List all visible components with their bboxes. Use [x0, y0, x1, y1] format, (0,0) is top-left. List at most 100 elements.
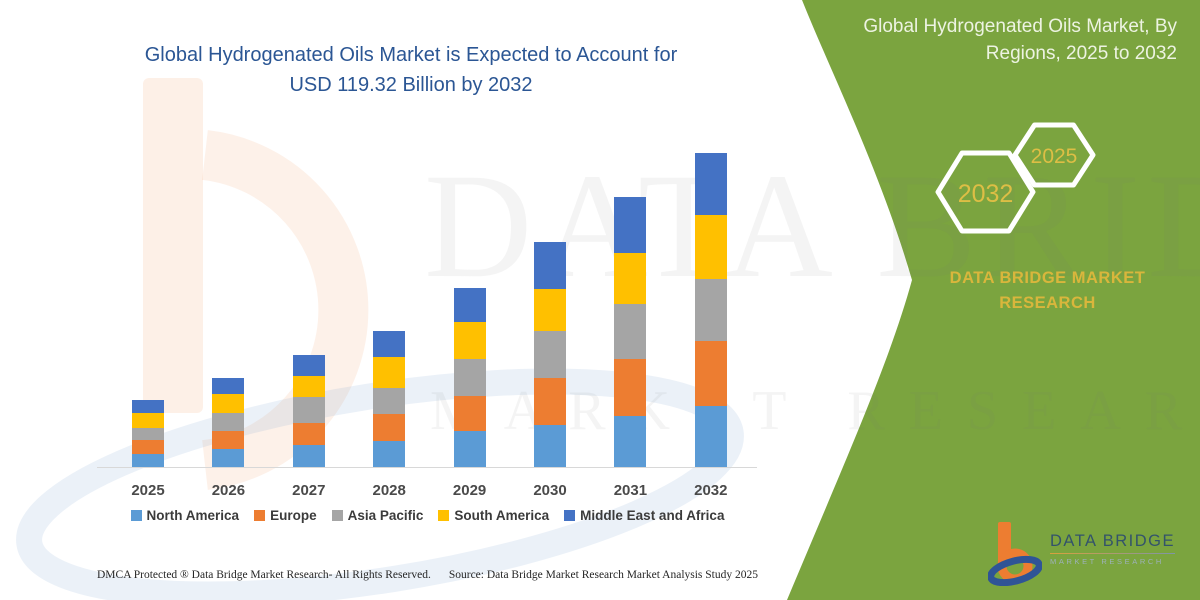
stacked-bar-2032: [694, 152, 727, 467]
side-panel-heading-line1: Global Hydrogenated Oils Market, By: [863, 16, 1177, 37]
legend-item-europe: Europe: [254, 508, 317, 523]
brand-text-line2: RESEARCH: [999, 294, 1096, 312]
bar-segment-north-america-2026: [212, 448, 245, 467]
x-axis-label-2031: 2031: [613, 482, 648, 499]
side-panel-heading-line2: Regions, 2025 to 2032: [985, 43, 1177, 64]
bar-segment-middle-east-and-africa-2032: [694, 152, 727, 216]
legend-item-south-america: South America: [438, 508, 549, 523]
bar-segment-europe-2025: [132, 440, 164, 455]
bar-segment-asia-pacific-2032: [694, 278, 727, 341]
x-axis-label-2025: 2025: [131, 482, 165, 499]
bar-segment-middle-east-and-africa-2030: [534, 241, 566, 290]
x-axis-label-2026: 2026: [211, 482, 246, 499]
bar-segment-south-america-2031: [614, 253, 647, 304]
bar-segment-middle-east-and-africa-2025: [132, 400, 164, 414]
logo-name: DATA BRIDGE: [1050, 532, 1175, 550]
bar-segment-south-america-2027: [292, 375, 325, 398]
green-side-panel: [787, 0, 1200, 600]
x-axis-line: [97, 467, 757, 468]
bar-segment-north-america-2027: [292, 444, 325, 467]
legend-swatch-icon: [564, 510, 576, 521]
x-axis-label-2030: 2030: [533, 482, 567, 499]
legend-swatch-icon: [130, 510, 142, 521]
bar-segment-north-america-2025: [132, 454, 164, 467]
bar-segment-europe-2029: [453, 396, 486, 432]
bar-segment-asia-pacific-2028: [373, 387, 406, 415]
bar-segment-asia-pacific-2030: [534, 331, 566, 378]
bar-segment-south-america-2032: [694, 215, 727, 279]
bar-segment-europe-2028: [373, 414, 406, 442]
logo-text-block: DATA BRIDGE MARKET RESEARCH: [1050, 520, 1175, 566]
chart-title-line1: Global Hydrogenated Oils Market is Expec…: [144, 44, 678, 66]
legend-label: Europe: [270, 508, 317, 523]
bar-segment-north-america-2030: [534, 424, 566, 467]
footer: DMCA Protected ® Data Bridge Market Rese…: [97, 569, 758, 581]
legend-label: Asia Pacific: [347, 508, 424, 523]
legend-item-north-america: North America: [130, 508, 240, 523]
bar-segment-middle-east-and-africa-2031: [614, 196, 647, 254]
footer-dmca-text: DMCA Protected ® Data Bridge Market Rese…: [97, 569, 431, 581]
bar-segment-europe-2030: [534, 377, 566, 425]
bar-segment-north-america-2029: [453, 431, 486, 467]
watermark-b-stem: [143, 78, 203, 413]
bar-segment-north-america-2028: [373, 441, 406, 467]
bar-segment-middle-east-and-africa-2029: [453, 287, 486, 322]
side-panel-heading: Global Hydrogenated Oils Market, By Regi…: [815, 13, 1177, 67]
x-axis-label-2029: 2029: [452, 482, 487, 499]
bar-segment-europe-2032: [694, 340, 727, 406]
legend-label: Middle East and Africa: [580, 508, 725, 523]
watermark-swoosh: [16, 368, 744, 600]
bar-segment-europe-2027: [292, 423, 325, 445]
bar-segment-asia-pacific-2031: [614, 303, 647, 360]
bar-segment-south-america-2028: [373, 357, 406, 388]
bar-segment-north-america-2032: [694, 405, 727, 467]
bar-segment-north-america-2031: [614, 415, 647, 467]
stacked-bar-2031: [614, 196, 647, 467]
brand-text-line1: DATA BRIDGE MARKET: [949, 269, 1146, 287]
bar-segment-middle-east-and-africa-2026: [212, 377, 245, 395]
stacked-bar-2025: [132, 400, 164, 467]
bar-segment-south-america-2026: [212, 394, 245, 414]
bar-segment-europe-2031: [614, 359, 647, 416]
chart-title-line2: USD 119.32 Billion by 2032: [289, 74, 533, 96]
bar-segment-asia-pacific-2027: [292, 397, 325, 424]
chart-title: Global Hydrogenated Oils Market is Expec…: [108, 40, 714, 100]
footer-source-text: Source: Data Bridge Market Research Mark…: [448, 569, 758, 581]
legend-swatch-icon: [331, 510, 343, 521]
hexagon-2025: [1012, 122, 1096, 188]
company-logo: DATA BRIDGE MARKET RESEARCH: [988, 520, 1175, 586]
chart-legend: North America Europe Asia Pacific South Ame…: [95, 508, 760, 523]
legend-label: North America: [146, 508, 240, 523]
stacked-bar-2027: [292, 354, 325, 467]
x-axis-label-2028: 2028: [372, 482, 406, 499]
legend-item-middle-east-and-africa: Middle East and Africa: [564, 508, 724, 523]
x-axis-label-2027: 2027: [292, 482, 326, 499]
watermark-b-bowl: [201, 130, 369, 490]
logo-subtitle: MARKET RESEARCH: [1050, 557, 1164, 566]
side-panel-brand-text: DATA BRIDGE MARKET RESEARCH: [935, 266, 1160, 316]
bar-segment-europe-2026: [212, 430, 245, 449]
hexagon-2025-label: 2025: [1030, 145, 1078, 168]
bar-segment-asia-pacific-2025: [132, 427, 164, 441]
bar-segment-south-america-2030: [534, 289, 566, 332]
legend-item-asia-pacific: Asia Pacific: [331, 508, 424, 523]
hexagon-badges: [935, 122, 1096, 234]
logo-swoosh: [988, 555, 1042, 586]
legend-label: South America: [454, 508, 550, 523]
x-axis-label-2032: 2032: [694, 482, 728, 499]
hexagon-2032-label: 2032: [957, 180, 1014, 208]
stacked-bar-2029: [453, 287, 486, 467]
stacked-bar-2030: [534, 241, 566, 467]
legend-swatch-icon: [438, 510, 450, 521]
stacked-bar-2028: [373, 331, 406, 467]
bar-segment-middle-east-and-africa-2028: [373, 331, 406, 358]
bar-segment-south-america-2029: [453, 322, 486, 359]
bar-segment-asia-pacific-2026: [212, 413, 245, 431]
bar-segment-asia-pacific-2029: [453, 358, 486, 397]
bar-segment-south-america-2025: [132, 413, 164, 428]
data-bridge-b-icon: [988, 522, 1042, 586]
hexagon-2032: [935, 150, 1036, 234]
legend-swatch-icon: [254, 510, 266, 521]
